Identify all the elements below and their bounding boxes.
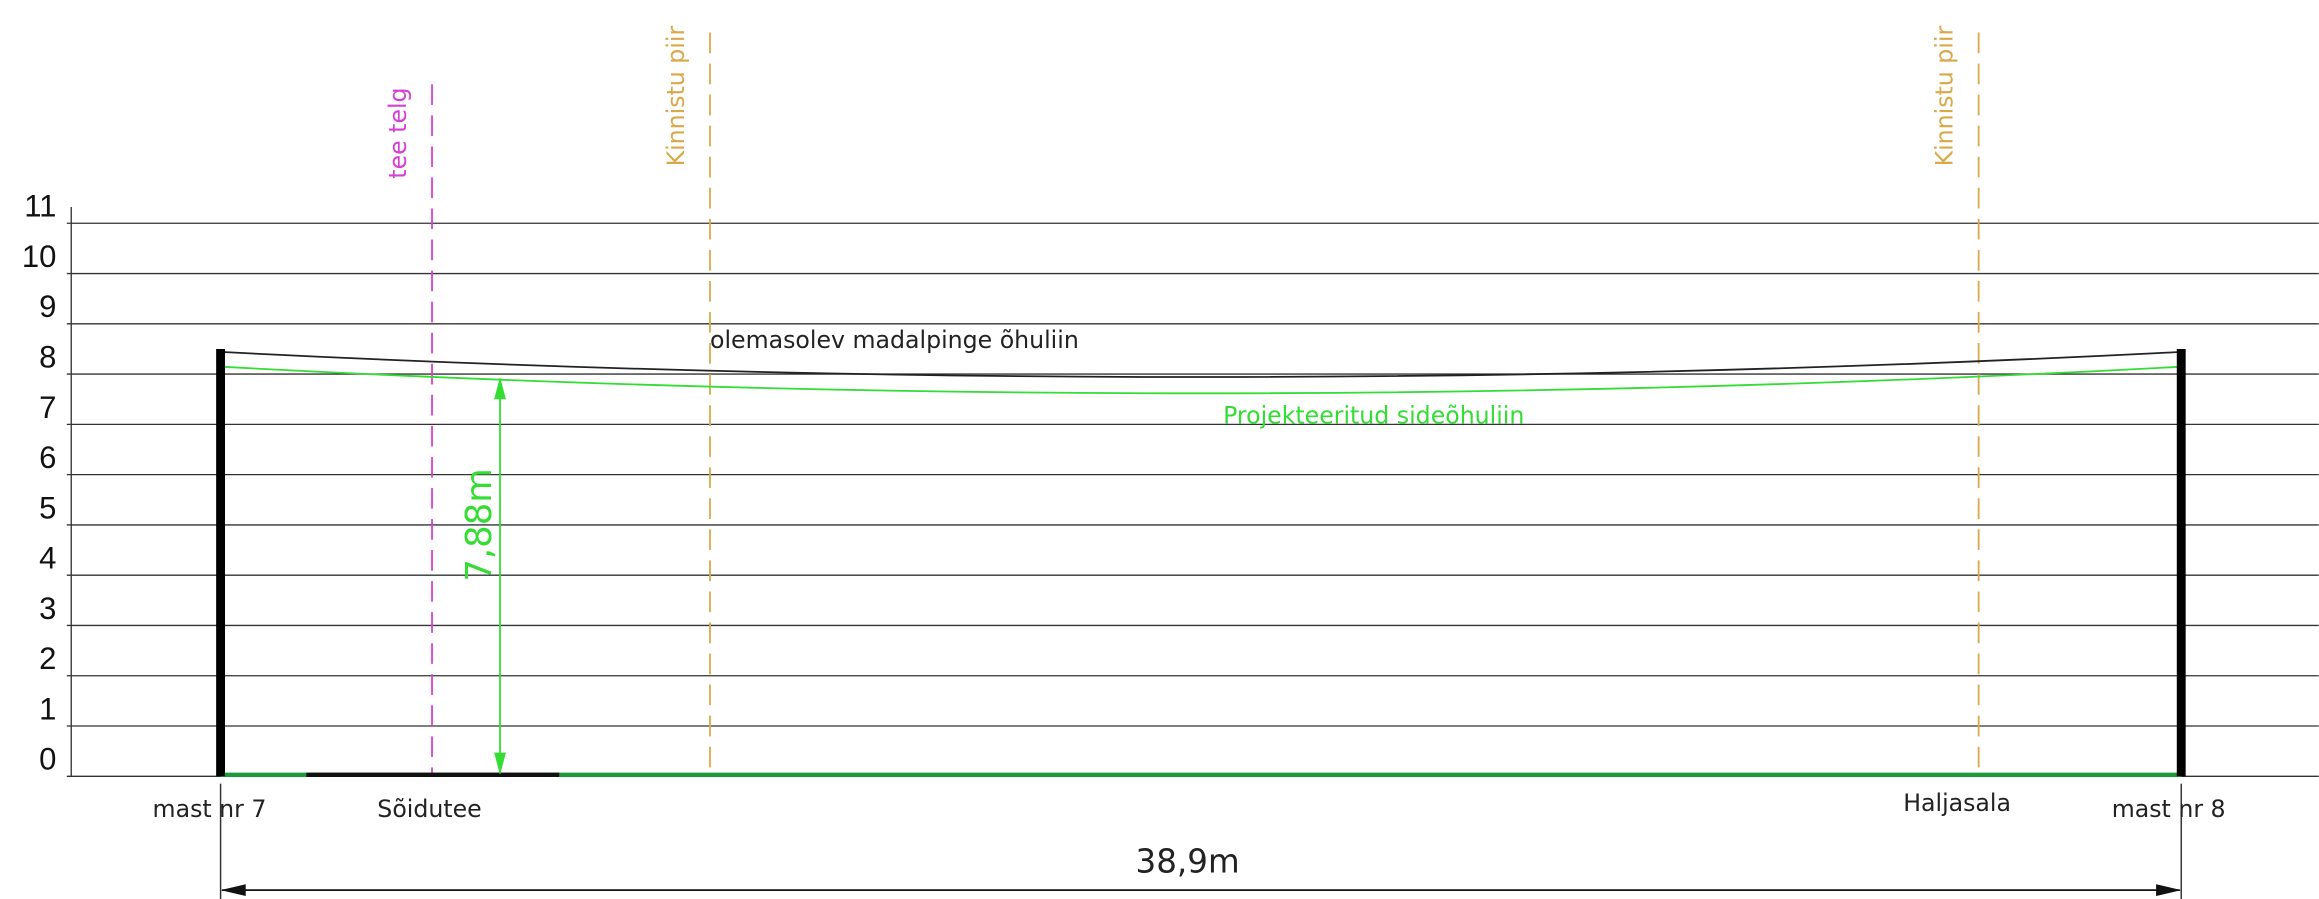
y-axis-label: 10 <box>22 239 57 274</box>
existing-line-label: olemasolev madalpinge õhuliin <box>710 326 1079 354</box>
y-axis-label: 3 <box>39 591 56 626</box>
boundary-label: Kinnistu piir <box>1931 26 1959 167</box>
mast-label: mast nr 7 <box>153 795 267 823</box>
projected-line <box>220 365 2182 395</box>
span-label: 38,9m <box>1136 843 1240 881</box>
y-axis-label: 1 <box>39 691 56 726</box>
y-axis-label: 8 <box>39 340 56 375</box>
y-axis-label: 0 <box>39 742 56 777</box>
projected-line-label: Projekteeritud sideõhuliin <box>1223 401 1524 429</box>
grid: 0 1 2 3 4 5 6 7 8 9 10 11 <box>22 189 2319 777</box>
y-axis-label: 2 <box>39 641 56 676</box>
green-area-label: Haljasala <box>1903 789 2011 817</box>
existing-line <box>220 351 2182 378</box>
mast-label: mast nr 8 <box>2112 795 2226 823</box>
y-axis-label: 11 <box>24 189 56 224</box>
y-axis-label: 6 <box>39 440 56 475</box>
boundary-label: Kinnistu piir <box>662 26 690 167</box>
road-axis-label: tee telg <box>384 87 412 178</box>
y-axis-label: 4 <box>39 541 56 576</box>
road-label: Sõidutee <box>377 795 481 823</box>
height-label: 7,88m <box>459 468 500 582</box>
y-axis-label: 9 <box>39 289 56 324</box>
y-axis-label: 7 <box>39 390 56 425</box>
y-axis-label: 5 <box>39 490 56 525</box>
